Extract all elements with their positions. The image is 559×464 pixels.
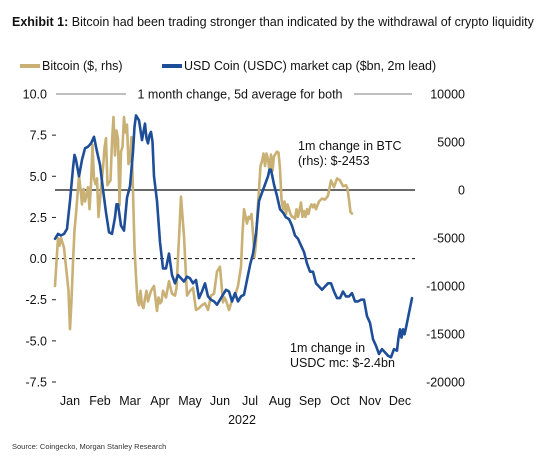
x-tick-label: Aug bbox=[269, 394, 291, 408]
y-right-tick-label: -10000 bbox=[426, 280, 465, 294]
x-tick-label: May bbox=[178, 394, 202, 408]
x-tick-label: Apr bbox=[150, 394, 169, 408]
y-left-tick-label: 7.5 bbox=[30, 129, 47, 143]
chart-subtitle: 1 month change, 5d average for both bbox=[137, 88, 342, 102]
y-left-tick-label: 10.0 bbox=[23, 88, 47, 102]
annotation-text: 1m change in BTC bbox=[298, 139, 402, 153]
y-right-tick-label: 0 bbox=[458, 184, 465, 198]
series-line-usdc bbox=[53, 114, 414, 359]
x-tick-label: Mar bbox=[119, 394, 141, 408]
series-line-bitcoin bbox=[53, 115, 354, 331]
y-right-tick-label: -20000 bbox=[426, 376, 465, 390]
annotation-text: 1m change in bbox=[290, 341, 365, 355]
y-right-tick-label: 10000 bbox=[430, 88, 465, 102]
y-left-tick-label: 5.0 bbox=[30, 170, 47, 184]
y-right-tick-label: -15000 bbox=[426, 328, 465, 342]
x-tick-label: Jun bbox=[210, 394, 230, 408]
chart-title: Exhibit 1: Bitcoin had been trading stro… bbox=[12, 14, 547, 30]
legend-label: USD Coin (USDC) market cap ($bn, 2m lead… bbox=[184, 59, 436, 73]
y-left-tick-label: 2.5 bbox=[30, 211, 47, 225]
annotation-text: (rhs): $-2453 bbox=[298, 154, 370, 168]
x-tick-label: Jan bbox=[60, 394, 80, 408]
y-left-tick-label: -2.5 bbox=[25, 293, 47, 307]
line-chart: 10.0 7.5 5.0 2.5 0.0 -2.5 -5.0 -7.5 10000 5000 0 -5… bbox=[20, 59, 465, 427]
legend-label: Bitcoin ($, rhs) bbox=[42, 59, 123, 73]
y-right-tick-label: 5000 bbox=[437, 136, 465, 150]
x-tick-label: Oct bbox=[330, 394, 350, 408]
x-tick-label: Sep bbox=[299, 394, 321, 408]
exhibit-title: Bitcoin had been trading stronger than i… bbox=[71, 15, 534, 29]
x-tick-label: Dec bbox=[389, 394, 411, 408]
y-left-tick-label: 0.0 bbox=[30, 252, 47, 266]
y-left-tick-label: -5.0 bbox=[25, 334, 47, 348]
x-tick-label: Feb bbox=[89, 394, 111, 408]
y-right-tick-label: -5000 bbox=[433, 232, 465, 246]
x-tick-label: Nov bbox=[359, 394, 382, 408]
annotation-text: USDC mc: $-2.4bn bbox=[290, 356, 395, 370]
source-note: Source: Coingecko, Morgan Stanley Resear… bbox=[12, 442, 167, 451]
exhibit-label: Exhibit 1: bbox=[12, 15, 69, 29]
y-left-tick-label: -7.5 bbox=[25, 376, 47, 390]
x-tick-label: Jul bbox=[242, 394, 258, 408]
x-axis-year-label: 2022 bbox=[228, 413, 256, 427]
